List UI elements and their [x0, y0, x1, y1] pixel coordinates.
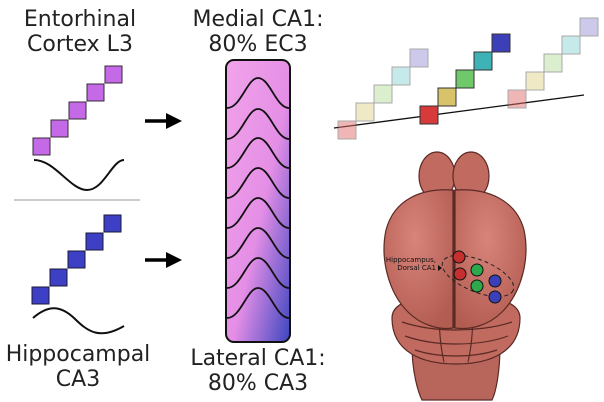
lateral-ca1-line1: Lateral CA1: — [190, 346, 326, 371]
ca3-sine-wave-icon — [32, 307, 125, 335]
medial-ca1-label: Medial CA1: 80% EC3 — [185, 7, 331, 57]
top-right-stair-figure — [333, 17, 599, 140]
brain-illustration — [383, 151, 527, 401]
recording-dots — [452, 250, 502, 304]
lateral-ca1-label: Lateral CA1: 80% CA3 — [183, 346, 333, 396]
ec-square-stair — [32, 65, 123, 156]
arrow-right-icon — [145, 252, 182, 268]
ca3-label-line2: CA3 — [55, 366, 101, 392]
ca3-square-stair — [31, 214, 122, 305]
ca3-label-line1: Hippocampal — [5, 342, 151, 367]
ca3-label: Hippocampal CA3 — [0, 342, 156, 392]
medial-ca1-line1: Medial CA1: — [192, 7, 324, 32]
ec-label: Entorhinal Cortex L3 — [2, 7, 158, 57]
ec-label-line2: Cortex L3 — [27, 31, 133, 57]
lateral-ca1-line2: 80% CA3 — [207, 370, 309, 396]
arrow-right-icon — [145, 113, 182, 129]
brain-label-line1: Hippocampus, — [385, 256, 436, 264]
brain-label-line2: Dorsal CA1 — [397, 264, 436, 273]
pointer-arrow-icon — [438, 265, 442, 271]
recording-region — [441, 254, 515, 298]
medial-ca1-line2: 80% EC3 — [208, 31, 308, 57]
brain-region-label: Hippocampus, Dorsal CA1 — [378, 256, 436, 272]
ca1-gradient-bar — [225, 59, 291, 343]
ec-label-line1: Entorhinal — [23, 7, 137, 32]
ec-sine-wave-icon — [33, 159, 125, 192]
